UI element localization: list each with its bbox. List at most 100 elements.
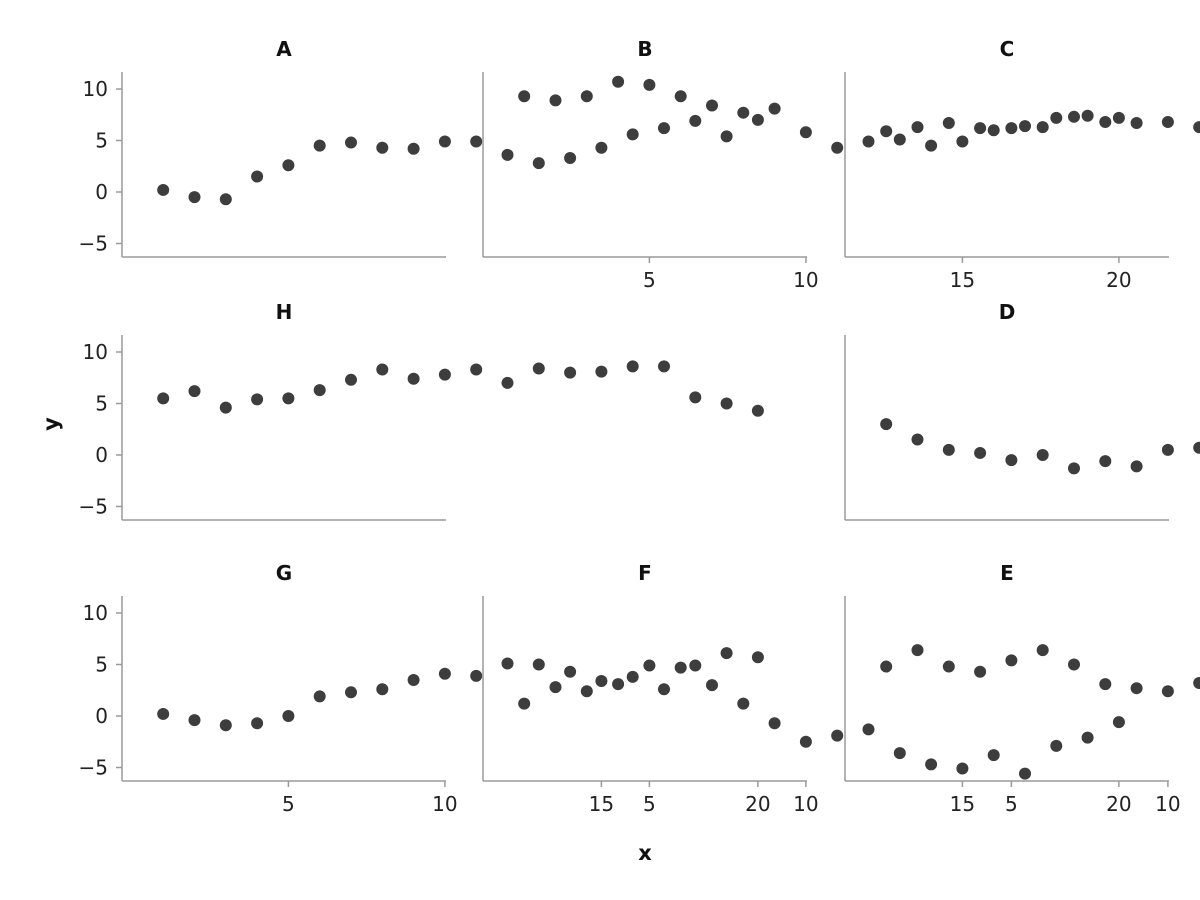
data-point <box>1068 110 1080 123</box>
data-point <box>1081 731 1094 744</box>
data-point <box>626 128 639 141</box>
data-point <box>720 647 733 660</box>
data-point <box>282 159 295 172</box>
x-tick-label: 15 <box>950 792 975 816</box>
data-point <box>313 384 326 397</box>
data-point <box>974 446 987 459</box>
data-point <box>313 690 326 703</box>
data-point <box>438 667 451 680</box>
data-point <box>862 135 875 148</box>
panel-d: D <box>844 300 1200 521</box>
x-tick-label: 10 <box>432 792 457 816</box>
data-point <box>626 360 639 373</box>
data-point <box>831 141 844 154</box>
data-point <box>880 418 893 431</box>
data-point <box>626 670 639 683</box>
data-point <box>751 651 764 664</box>
data-point <box>501 657 514 670</box>
panel-title: H <box>276 300 293 324</box>
x-tick-label: 5 <box>282 792 295 816</box>
data-point <box>1036 644 1049 657</box>
data-point <box>595 365 608 378</box>
data-point <box>407 372 420 385</box>
data-point <box>1036 121 1049 134</box>
x-tick-label: 5 <box>643 268 656 292</box>
panel-title: B <box>637 37 652 61</box>
panel-g: G −5 0 5 10 5 10 15 20 <box>79 561 771 816</box>
data-point <box>407 673 420 686</box>
data-point <box>1099 455 1112 468</box>
data-point <box>1161 115 1174 128</box>
data-point <box>911 433 924 446</box>
data-point <box>768 102 781 115</box>
data-point <box>549 94 562 107</box>
data-point <box>376 141 389 154</box>
data-point <box>737 697 750 710</box>
data-point <box>799 126 812 139</box>
panel-title: A <box>276 37 292 61</box>
y-tick-label: 10 <box>83 77 108 101</box>
data-point <box>893 747 906 760</box>
panel-title: G <box>276 561 292 585</box>
data-point <box>956 762 969 775</box>
panel-title: C <box>1000 37 1015 61</box>
data-point <box>1068 462 1080 475</box>
y-tick-label: 10 <box>83 340 108 364</box>
data-point <box>862 723 875 736</box>
x-tick-label: 5 <box>1005 792 1018 816</box>
data-point <box>911 644 924 657</box>
data-point <box>251 717 264 730</box>
data-point <box>1112 111 1125 124</box>
data-point <box>1161 443 1174 456</box>
data-point <box>518 90 531 103</box>
data-point <box>1019 120 1031 133</box>
data-point <box>925 758 938 771</box>
data-point <box>345 373 357 386</box>
data-point <box>1005 122 1018 135</box>
facet-panels: A −5 0 5 10 B 5 10 15 20 C H −5 0 5 10 D G −5 0 5 10 5 10 15 20 F 5… <box>79 37 1200 816</box>
data-point <box>157 707 170 720</box>
data-point <box>157 392 170 405</box>
y-axis-title: y <box>39 417 63 431</box>
data-point <box>658 360 670 373</box>
data-point <box>470 669 483 682</box>
panel-title: D <box>999 300 1016 324</box>
data-point <box>532 658 545 671</box>
panel-c: C <box>844 37 1200 258</box>
data-point <box>893 133 906 146</box>
data-point <box>219 719 232 732</box>
data-point <box>438 135 451 148</box>
data-point <box>925 139 938 152</box>
data-point <box>580 685 593 698</box>
y-tick-label: 5 <box>95 392 108 416</box>
data-point <box>549 681 562 694</box>
data-point <box>880 660 893 673</box>
panel-title: F <box>638 561 652 585</box>
data-point <box>768 717 781 730</box>
y-tick-label: −5 <box>79 756 108 780</box>
y-tick-label: 0 <box>95 180 108 204</box>
x-axis-title: x <box>638 841 652 865</box>
data-point <box>706 679 718 692</box>
y-tick-label: 0 <box>95 704 108 728</box>
y-tick-label: 0 <box>95 443 108 467</box>
data-point <box>658 122 670 135</box>
data-point <box>674 90 687 103</box>
data-point <box>470 363 483 376</box>
data-point <box>987 124 1000 137</box>
data-point <box>282 392 295 405</box>
data-point <box>689 391 702 404</box>
data-point <box>219 401 232 414</box>
data-point <box>532 157 545 170</box>
data-point <box>1193 441 1200 454</box>
data-point <box>942 443 955 456</box>
x-tick-label: 15 <box>589 792 614 816</box>
y-tick-label: −5 <box>79 495 108 519</box>
data-point <box>942 660 955 673</box>
x-tick-label: 20 <box>745 792 770 816</box>
data-point <box>799 735 812 748</box>
data-point <box>643 659 656 672</box>
data-point <box>313 139 326 152</box>
data-point <box>188 191 201 204</box>
